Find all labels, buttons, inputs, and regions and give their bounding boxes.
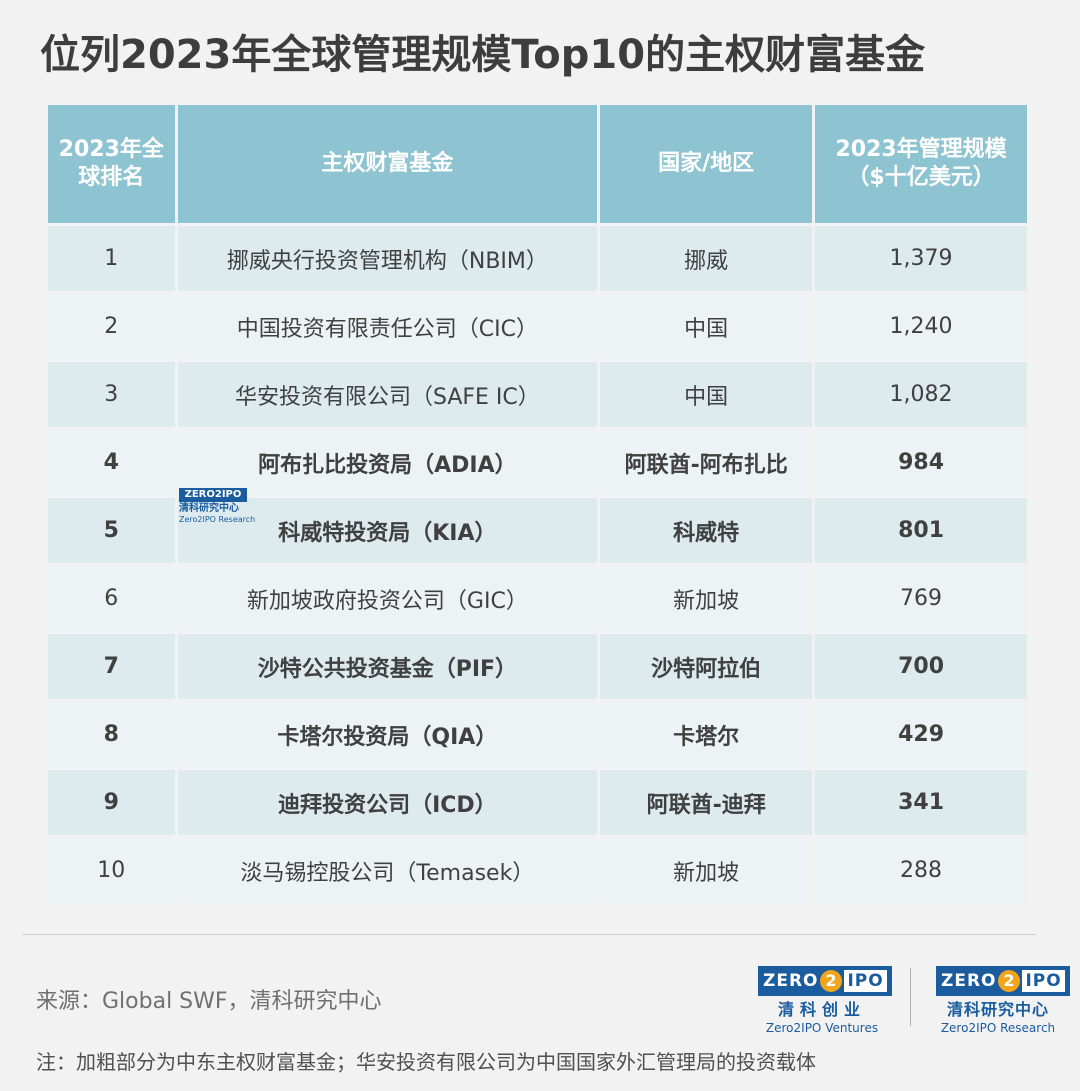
cell-aum: 801 — [815, 498, 1027, 563]
table-row: 1 挪威央行投资管理机构（NBIM） 挪威 1,379 — [48, 226, 1027, 291]
ventures-wordmark-zero: ZERO — [763, 971, 819, 991]
cell-country: 卡塔尔 — [600, 702, 813, 767]
table-header-row: 2023年全球排名 主权财富基金 国家/地区 2023年管理规模（$十亿美元） — [48, 105, 1027, 223]
cell-rank: 2 — [48, 294, 175, 359]
research-wordmark-zero: ZERO — [941, 971, 997, 991]
cell-aum: 288 — [815, 838, 1027, 903]
source-text: 来源：Global SWF，清科研究中心 — [36, 989, 382, 1014]
cell-aum: 1,082 — [815, 362, 1027, 427]
cell-fund: 阿布扎比投资局（ADIA） — [177, 430, 598, 495]
header-rank: 2023年全球排名 — [48, 105, 175, 223]
research-en: Zero2IPO Research — [940, 1021, 1056, 1035]
cell-country: 沙特阿拉伯 — [600, 634, 813, 699]
table-row: 6 新加坡政府投资公司（GIC） 新加坡 769 — [48, 566, 1027, 631]
swf-ranking-table: 2023年全球排名 主权财富基金 国家/地区 2023年管理规模（$十亿美元） … — [45, 102, 1030, 906]
zero2ipo-research-logo: ZERO 2 IPO 清科研究中心 Zero2IPO Research — [936, 966, 1070, 1035]
cell-country: 阿联酋-迪拜 — [600, 770, 813, 835]
table-row: 7 沙特公共投资基金（PIF） 沙特阿拉伯 700 — [48, 634, 1027, 699]
table-row: 3 华安投资有限公司（SAFE IC） 中国 1,082 — [48, 362, 1027, 427]
table-row: 2 中国投资有限责任公司（CIC） 中国 1,240 — [48, 294, 1027, 359]
cell-aum: 341 — [815, 770, 1027, 835]
cell-aum: 984 — [815, 430, 1027, 495]
zero2ipo-watermark: ZERO2IPO 清科研究中心 Zero2IPO Research — [179, 488, 256, 525]
cell-rank: 3 — [48, 362, 175, 427]
ventures-wordmark: ZERO 2 IPO — [758, 966, 892, 996]
cell-country: 中国 — [600, 362, 813, 427]
cell-rank: 1 — [48, 226, 175, 291]
watermark-cn: 清科研究中心 — [179, 503, 239, 514]
header-fund: 主权财富基金 — [177, 105, 598, 223]
research-wordmark: ZERO 2 IPO — [936, 966, 1070, 996]
cell-aum: 429 — [815, 702, 1027, 767]
cell-rank: 5 — [48, 498, 175, 563]
table-row: 8 卡塔尔投资局（QIA） 卡塔尔 429 — [48, 702, 1027, 767]
research-wordmark-ipo: IPO — [1022, 970, 1065, 992]
logo-separator — [910, 968, 911, 1026]
cell-aum: 1,379 — [815, 226, 1027, 291]
footer-divider — [22, 934, 1036, 935]
cell-fund: 卡塔尔投资局（QIA） — [177, 702, 598, 767]
table-body: 1 挪威央行投资管理机构（NBIM） 挪威 1,379 2 中国投资有限责任公司（CIC）… — [48, 226, 1027, 903]
cell-fund: 新加坡政府投资公司（GIC） — [177, 566, 598, 631]
cell-country: 中国 — [600, 294, 813, 359]
table-row: 10 淡马锡控股公司（Temasek） 新加坡 288 — [48, 838, 1027, 903]
header-aum: 2023年管理规模（$十亿美元） — [815, 105, 1027, 223]
cell-rank: 7 — [48, 634, 175, 699]
cell-rank: 8 — [48, 702, 175, 767]
header-country: 国家/地区 — [600, 105, 813, 223]
cell-aum: 1,240 — [815, 294, 1027, 359]
cell-aum: 700 — [815, 634, 1027, 699]
cell-rank: 9 — [48, 770, 175, 835]
table-row: 4 阿布扎比投资局（ADIA） 阿联酋-阿布扎比 984 — [48, 430, 1027, 495]
cell-fund: 科威特投资局（KIA） — [177, 498, 598, 563]
cell-rank: 4 — [48, 430, 175, 495]
cell-fund: 沙特公共投资基金（PIF） — [177, 634, 598, 699]
page-title: 位列2023年全球管理规模Top10的主权财富基金 — [40, 32, 926, 78]
cell-rank: 10 — [48, 838, 175, 903]
research-wordmark-two: 2 — [998, 970, 1021, 992]
ventures-wordmark-two: 2 — [820, 970, 843, 992]
watermark-wordmark: ZERO2IPO — [179, 488, 247, 502]
note-text: 注：加粗部分为中东主权财富基金；华安投资有限公司为中国国家外汇管理局的投资载体 — [36, 1050, 816, 1074]
cell-country: 新加坡 — [600, 566, 813, 631]
cell-fund: 中国投资有限责任公司（CIC） — [177, 294, 598, 359]
cell-fund: 华安投资有限公司（SAFE IC） — [177, 362, 598, 427]
cell-aum: 769 — [815, 566, 1027, 631]
research-cn: 清科研究中心 — [946, 1000, 1049, 1019]
ventures-wordmark-ipo: IPO — [844, 970, 887, 992]
zero2ipo-ventures-logo: ZERO 2 IPO 清科创业 Zero2IPO Ventures — [758, 966, 892, 1035]
cell-rank: 6 — [48, 566, 175, 631]
cell-country: 挪威 — [600, 226, 813, 291]
ventures-en: Zero2IPO Ventures — [765, 1021, 879, 1035]
cell-country: 阿联酋-阿布扎比 — [600, 430, 813, 495]
cell-fund: 迪拜投资公司（ICD） — [177, 770, 598, 835]
cell-country: 科威特 — [600, 498, 813, 563]
cell-fund: 淡马锡控股公司（Temasek） — [177, 838, 598, 903]
ventures-cn: 清科创业 — [777, 1000, 866, 1019]
cell-fund: 挪威央行投资管理机构（NBIM） — [177, 226, 598, 291]
cell-country: 新加坡 — [600, 838, 813, 903]
watermark-en: Zero2IPO Research — [179, 515, 256, 524]
table-row: 5 科威特投资局（KIA） 科威特 801 — [48, 498, 1027, 563]
table-row: 9 迪拜投资公司（ICD） 阿联酋-迪拜 341 — [48, 770, 1027, 835]
